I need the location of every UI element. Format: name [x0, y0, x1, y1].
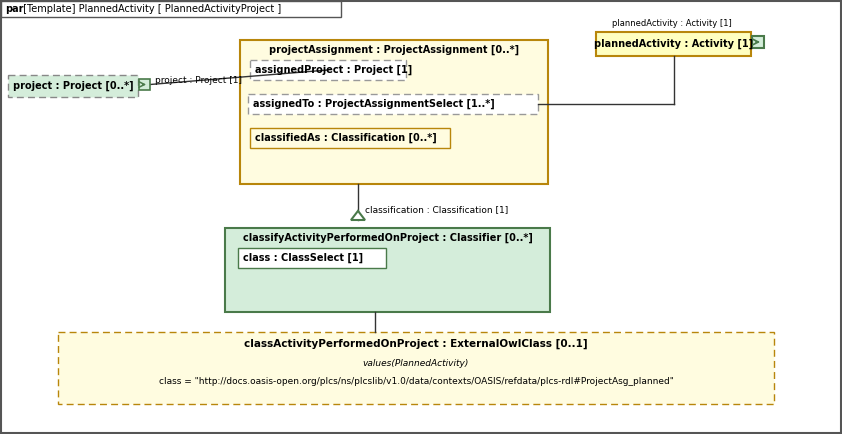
- Bar: [250, 60, 406, 80]
- Text: classifiedAs : Classification [0..*]: classifiedAs : Classification [0..*]: [255, 133, 437, 143]
- Text: assignedProject : Project [1]: assignedProject : Project [1]: [255, 65, 413, 75]
- Bar: [8, 75, 138, 97]
- Text: values(PlannedActivity): values(PlannedActivity): [363, 359, 469, 368]
- Bar: [238, 248, 386, 268]
- Text: assignedTo : ProjectAssignmentSelect [1..*]: assignedTo : ProjectAssignmentSelect [1.…: [253, 99, 495, 109]
- Text: plannedActivity : Activity [1]: plannedActivity : Activity [1]: [594, 39, 753, 49]
- Text: classActivityPerformedOnProject : ExternalOwlClass [0..1]: classActivityPerformedOnProject : Extern…: [244, 339, 588, 349]
- Bar: [1, 1, 341, 17]
- Bar: [248, 94, 538, 114]
- Bar: [596, 32, 751, 56]
- Bar: [58, 332, 774, 404]
- Bar: [240, 40, 548, 184]
- Text: class = "http://docs.oasis-open.org/plcs/ns/plcslib/v1.0/data/contexts/OASIS/ref: class = "http://docs.oasis-open.org/plcs…: [158, 378, 674, 387]
- Text: projectAssignment : ProjectAssignment [0..*]: projectAssignment : ProjectAssignment [0…: [269, 45, 519, 55]
- Text: class : ClassSelect [1]: class : ClassSelect [1]: [243, 253, 363, 263]
- Bar: [250, 128, 450, 148]
- Text: par: par: [5, 4, 24, 14]
- Bar: [225, 228, 550, 312]
- Text: classification : Classification [1]: classification : Classification [1]: [365, 206, 509, 214]
- Polygon shape: [351, 211, 365, 220]
- Text: classifyActivityPerformedOnProject : Classifier [0..*]: classifyActivityPerformedOnProject : Cla…: [242, 233, 532, 243]
- Text: plannedActivity : Activity [1]: plannedActivity : Activity [1]: [612, 19, 732, 28]
- Text: project : Project [1]: project : Project [1]: [155, 76, 242, 85]
- Bar: [139, 79, 150, 90]
- Text: [Template] PlannedActivity [ PlannedActivityProject ]: [Template] PlannedActivity [ PlannedActi…: [20, 4, 281, 14]
- Bar: [752, 36, 764, 48]
- Text: project : Project [0..*]: project : Project [0..*]: [13, 81, 133, 91]
